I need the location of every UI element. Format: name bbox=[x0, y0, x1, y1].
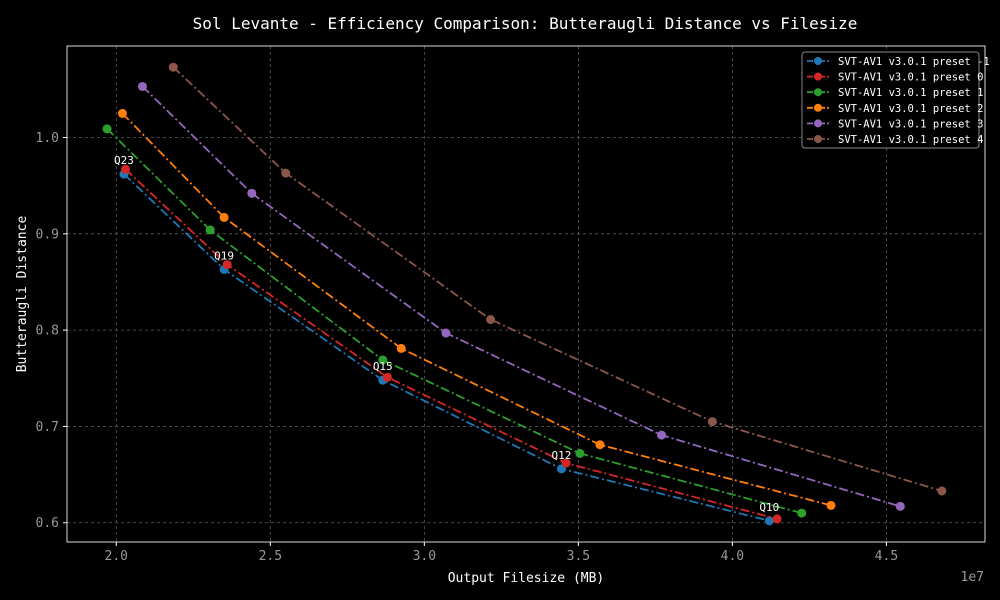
x-tick-label: 2.5 bbox=[259, 549, 282, 564]
legend-swatch-marker bbox=[814, 119, 822, 128]
data-point bbox=[382, 372, 392, 382]
annotations: Q23 Q19 Q15 Q12 Q10 bbox=[114, 154, 779, 514]
y-axis-label: Butteraugli Distance bbox=[15, 216, 30, 373]
data-point bbox=[137, 81, 147, 91]
data-point bbox=[222, 260, 232, 270]
y-tick-label: 0.9 bbox=[36, 227, 59, 242]
data-point bbox=[657, 430, 667, 440]
data-point bbox=[378, 355, 388, 365]
y-tick-label: 0.8 bbox=[36, 324, 59, 339]
legend-label: SVT-AV1 v3.0.1 preset 2 bbox=[838, 103, 983, 115]
legend-label: SVT-AV1 v3.0.1 preset 4 bbox=[838, 134, 983, 146]
y-tick-label: 1.0 bbox=[36, 131, 59, 146]
data-point bbox=[441, 328, 451, 338]
data-point bbox=[121, 164, 131, 174]
data-point bbox=[281, 168, 291, 178]
data-point bbox=[937, 486, 947, 496]
data-point bbox=[247, 188, 257, 198]
data-point bbox=[707, 417, 717, 427]
legend-box bbox=[801, 51, 980, 149]
x-tick-label: 2.0 bbox=[105, 549, 128, 564]
data-point bbox=[168, 62, 178, 72]
point-annotation: Q12 bbox=[551, 449, 571, 462]
series-line bbox=[172, 66, 943, 492]
data-point bbox=[764, 516, 774, 526]
series-group bbox=[102, 62, 947, 526]
x-offset-label: 1e7 bbox=[961, 570, 984, 585]
series-4 bbox=[137, 81, 905, 511]
point-annotation: Q23 bbox=[114, 154, 134, 167]
x-tick-label: 3.0 bbox=[413, 549, 436, 564]
legend-entry: SVT-AV1 v3.0.1 preset 1 bbox=[807, 87, 983, 99]
plot-frame bbox=[66, 45, 986, 543]
data-point bbox=[117, 108, 127, 118]
x-tick-label: 3.5 bbox=[567, 549, 590, 564]
data-point bbox=[102, 124, 112, 134]
series-1 bbox=[121, 164, 782, 524]
legend-entry: SVT-AV1 v3.0.1 preset -1 bbox=[807, 56, 990, 68]
point-annotation: Q10 bbox=[759, 501, 779, 514]
legend-entry: SVT-AV1 v3.0.1 preset 2 bbox=[807, 103, 983, 115]
x-tick-label: 4.0 bbox=[721, 549, 744, 564]
data-point bbox=[205, 225, 215, 235]
data-point bbox=[772, 514, 782, 524]
axis-ticks: 2.0 2.5 3.0 3.5 4.0 4.5 0.6 0.7 0.8 0.9 1.0 bbox=[36, 131, 899, 564]
data-point bbox=[486, 315, 496, 325]
legend-entry: SVT-AV1 v3.0.1 preset 3 bbox=[807, 118, 983, 130]
data-point bbox=[826, 500, 836, 510]
series-2 bbox=[102, 124, 807, 518]
data-point bbox=[575, 448, 585, 458]
data-point bbox=[219, 212, 229, 222]
data-point bbox=[797, 508, 807, 518]
legend-label: SVT-AV1 v3.0.1 preset 1 bbox=[838, 87, 983, 99]
data-point bbox=[561, 458, 571, 468]
x-axis-label: Output Filesize (MB) bbox=[448, 571, 605, 586]
series-5 bbox=[168, 62, 947, 496]
legend: SVT-AV1 v3.0.1 preset -1 SVT-AV1 v3.0.1 p… bbox=[801, 51, 990, 149]
legend-entry: SVT-AV1 v3.0.1 preset 4 bbox=[807, 134, 983, 146]
legend-swatch-marker bbox=[814, 135, 822, 143]
data-point bbox=[895, 501, 905, 511]
legend-swatch-marker bbox=[814, 72, 822, 81]
legend-label: SVT-AV1 v3.0.1 preset -1 bbox=[838, 56, 990, 68]
legend-swatch-marker bbox=[814, 88, 822, 97]
point-annotation: Q15 bbox=[373, 360, 393, 373]
data-point bbox=[595, 440, 605, 450]
legend-swatch-marker bbox=[814, 57, 822, 65]
data-point bbox=[396, 343, 406, 353]
legend-swatch-marker bbox=[814, 103, 822, 112]
point-annotation: Q19 bbox=[214, 249, 234, 262]
legend-label: SVT-AV1 v3.0.1 preset 0 bbox=[838, 72, 983, 84]
chart-title: Sol Levante - Efficiency Comparison: But… bbox=[193, 14, 858, 33]
y-tick-label: 0.6 bbox=[36, 516, 59, 531]
x-tick-label: 4.5 bbox=[875, 549, 898, 564]
series-3 bbox=[117, 108, 836, 510]
legend-label: SVT-AV1 v3.0.1 preset 3 bbox=[838, 118, 983, 130]
legend-entry: SVT-AV1 v3.0.1 preset 0 bbox=[807, 72, 983, 84]
y-tick-label: 0.7 bbox=[36, 420, 59, 435]
